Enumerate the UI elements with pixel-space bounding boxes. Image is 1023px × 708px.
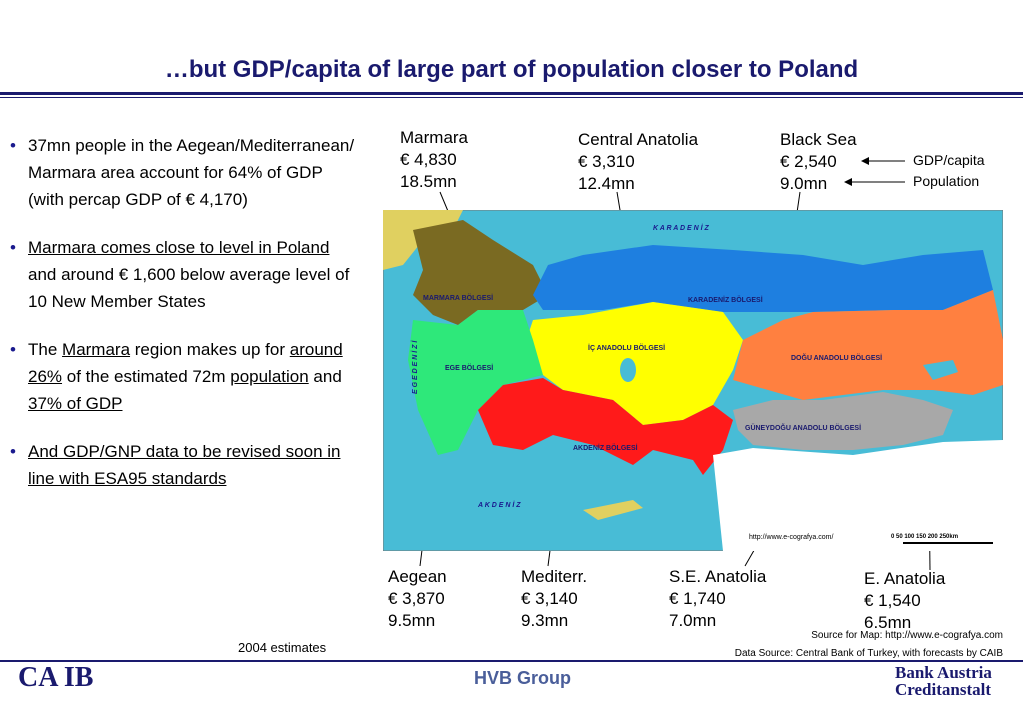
sea-label-west: E G E D E N İ Z İ — [411, 340, 419, 394]
bullet-dot: • — [10, 238, 16, 257]
bullet-3-population: population — [230, 367, 309, 386]
bullet-3-text-a: The — [28, 340, 63, 359]
data-source: Data Source: Central Bank of Turkey, wit… — [734, 648, 1003, 659]
bullet-2-underlined: Marmara comes close to level in Poland — [28, 238, 330, 257]
region-name: Aegean — [388, 567, 447, 586]
label-central-anatolia: Central Anatolia € 3,310 12.4mn — [578, 129, 698, 195]
bullet-3-gdp: 37% of GDP — [28, 394, 123, 413]
region-gdp: € 3,870 — [388, 589, 445, 608]
south-land — [713, 440, 1003, 551]
region-gdp: € 3,140 — [521, 589, 578, 608]
bullet-1: • 37mn people in the Aegean/Mediterranea… — [10, 132, 355, 213]
map-label-ege: EGE BÖLGESİ — [445, 363, 493, 372]
region-pop: 12.4mn — [578, 174, 635, 193]
bullet-3-text-c: of the estimated 72m — [62, 367, 231, 386]
scale-text: 0 50 100 150 200 250km — [891, 534, 958, 540]
legend-pop: Population — [913, 173, 980, 189]
title-rule-thin — [0, 97, 1023, 98]
bank-austria-line2: Creditanstalt — [895, 680, 992, 699]
footer-rule — [0, 660, 1023, 662]
region-mediterranean — [478, 378, 733, 475]
map-label-dogu: DOĞU ANADOLU BÖLGESİ — [791, 353, 882, 362]
label-se-anatolia: S.E. Anatolia € 1,740 7.0mn — [669, 566, 766, 632]
region-gdp: € 1,740 — [669, 589, 726, 608]
region-pop: 9.0mn — [780, 174, 828, 193]
hvb-logo-text: HVB Group — [474, 668, 571, 688]
region-name: Mediterr. — [521, 567, 588, 586]
region-pop: 9.5mn — [388, 611, 436, 630]
map-source: Source for Map: http://www.e-cografya.co… — [811, 630, 1003, 641]
bullet-dot: • — [10, 340, 16, 359]
map-label-karadeniz: KARADENİZ BÖLGESİ — [688, 295, 763, 304]
region-gdp: € 2,540 — [780, 152, 837, 171]
region-pop: 9.3mn — [521, 611, 569, 630]
region-gdp: € 1,540 — [864, 591, 921, 610]
bullet-list: • 37mn people in the Aegean/Mediterranea… — [10, 132, 355, 513]
region-aegean — [408, 310, 543, 455]
legend-gdp: GDP/capita — [913, 152, 985, 168]
bullet-2: • Marmara comes close to level in Poland… — [10, 234, 355, 315]
label-aegean: Aegean € 3,870 9.5mn — [388, 566, 447, 632]
map-label-guneydogu: GÜNEYDOĞU ANADOLU BÖLGESİ — [745, 423, 861, 432]
cyprus — [583, 500, 643, 520]
region-pop: 6.5mn — [864, 613, 912, 632]
turkey-regions-map: MARMARA BÖLGESİ EGE BÖLGESİ İÇ ANADOLU B… — [383, 210, 1003, 551]
bullet-3-share: around 26% — [28, 340, 343, 386]
lake-van — [923, 360, 958, 380]
region-gdp: € 4,830 — [400, 150, 457, 169]
region-pop: 7.0mn — [669, 611, 717, 630]
bullet-3: • The Marmara region makes up for around… — [10, 336, 355, 417]
bullet-2-text: and around € 1,600 below average level o… — [28, 265, 350, 311]
bullet-3-text-d: and — [308, 367, 342, 386]
region-marmara — [413, 220, 548, 325]
bullet-3-marmara: Marmara — [62, 340, 131, 359]
region-name: S.E. Anatolia — [669, 567, 767, 586]
region-name: Central Anatolia — [578, 130, 699, 149]
lake-tuz — [620, 358, 636, 382]
region-name: Black Sea — [780, 130, 857, 149]
bullet-dot: • — [10, 442, 16, 461]
region-se-anatolia — [733, 392, 953, 450]
bank-austria-logo: Bank Austria Creditanstalt — [895, 664, 992, 698]
bullet-dot: • — [10, 136, 16, 155]
slide-title: …but GDP/capita of large part of populat… — [164, 56, 859, 83]
map-label-marmara: MARMARA BÖLGESİ — [423, 293, 493, 302]
estimates-note: 2004 estimates — [238, 640, 327, 655]
map-url: http://www.e-cografya.com/ — [749, 534, 833, 541]
bullet-4: • And GDP/GNP data to be revised soon in… — [10, 438, 355, 492]
map-label-ic: İÇ ANADOLU BÖLGESİ — [588, 343, 665, 352]
caib-logo-text: CA IB — [18, 662, 94, 693]
region-gdp: € 3,310 — [578, 152, 635, 171]
bank-austria-line1: Bank Austria — [895, 663, 992, 682]
hvb-logo: HVB Group — [474, 668, 571, 689]
legend: GDP/capita Population — [913, 150, 985, 192]
bullet-4-text: And GDP/GNP data to be revised soon in l… — [28, 442, 341, 488]
region-black-sea — [533, 245, 993, 312]
bullet-1-text: 37mn people in the Aegean/Mediterranean/… — [28, 136, 355, 209]
title-rule — [0, 92, 1023, 95]
sea-label-south: A K D E N İ Z — [477, 501, 521, 509]
label-mediterranean: Mediterr. € 3,140 9.3mn — [521, 566, 587, 632]
caib-logo: CA IB — [18, 662, 93, 694]
label-marmara: Marmara € 4,830 18.5mn — [400, 127, 468, 193]
label-e-anatolia: E. Anatolia € 1,540 6.5mn — [864, 568, 945, 634]
region-pop: 18.5mn — [400, 172, 457, 191]
region-name: Marmara — [400, 128, 469, 147]
map-label-akdeniz: AKDENİZ BÖLGESİ — [573, 443, 638, 452]
region-name: E. Anatolia — [864, 569, 946, 588]
sea-label-north: K A R A D E N İ Z — [653, 224, 709, 232]
bullet-3-text-b: region makes up for — [130, 340, 290, 359]
label-black-sea: Black Sea € 2,540 9.0mn — [780, 129, 857, 195]
